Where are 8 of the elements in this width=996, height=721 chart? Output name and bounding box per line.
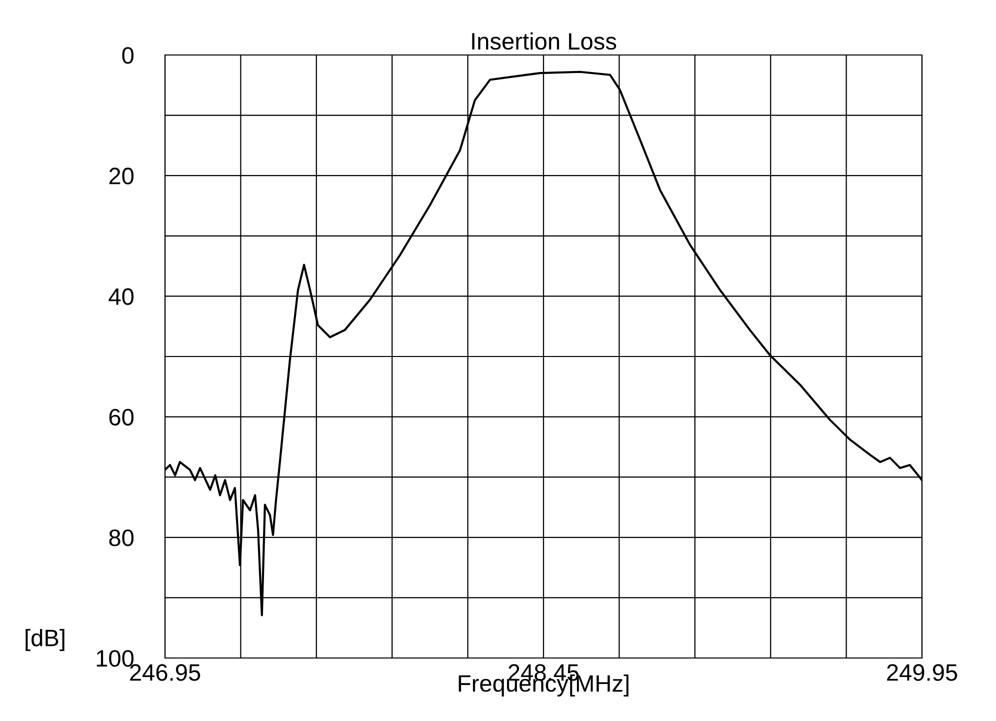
x-tick-label: 249.95	[887, 664, 958, 681]
chart-title: Insertion Loss	[472, 32, 616, 50]
y-tick-label: 40	[108, 288, 134, 305]
y-tick-label: 0	[122, 47, 134, 64]
y-tick-label: 80	[109, 529, 134, 546]
y-tick-label: 60	[109, 408, 134, 426]
y-tick-label: 20	[109, 168, 134, 184]
y-axis-title: [dB]	[26, 628, 64, 652]
